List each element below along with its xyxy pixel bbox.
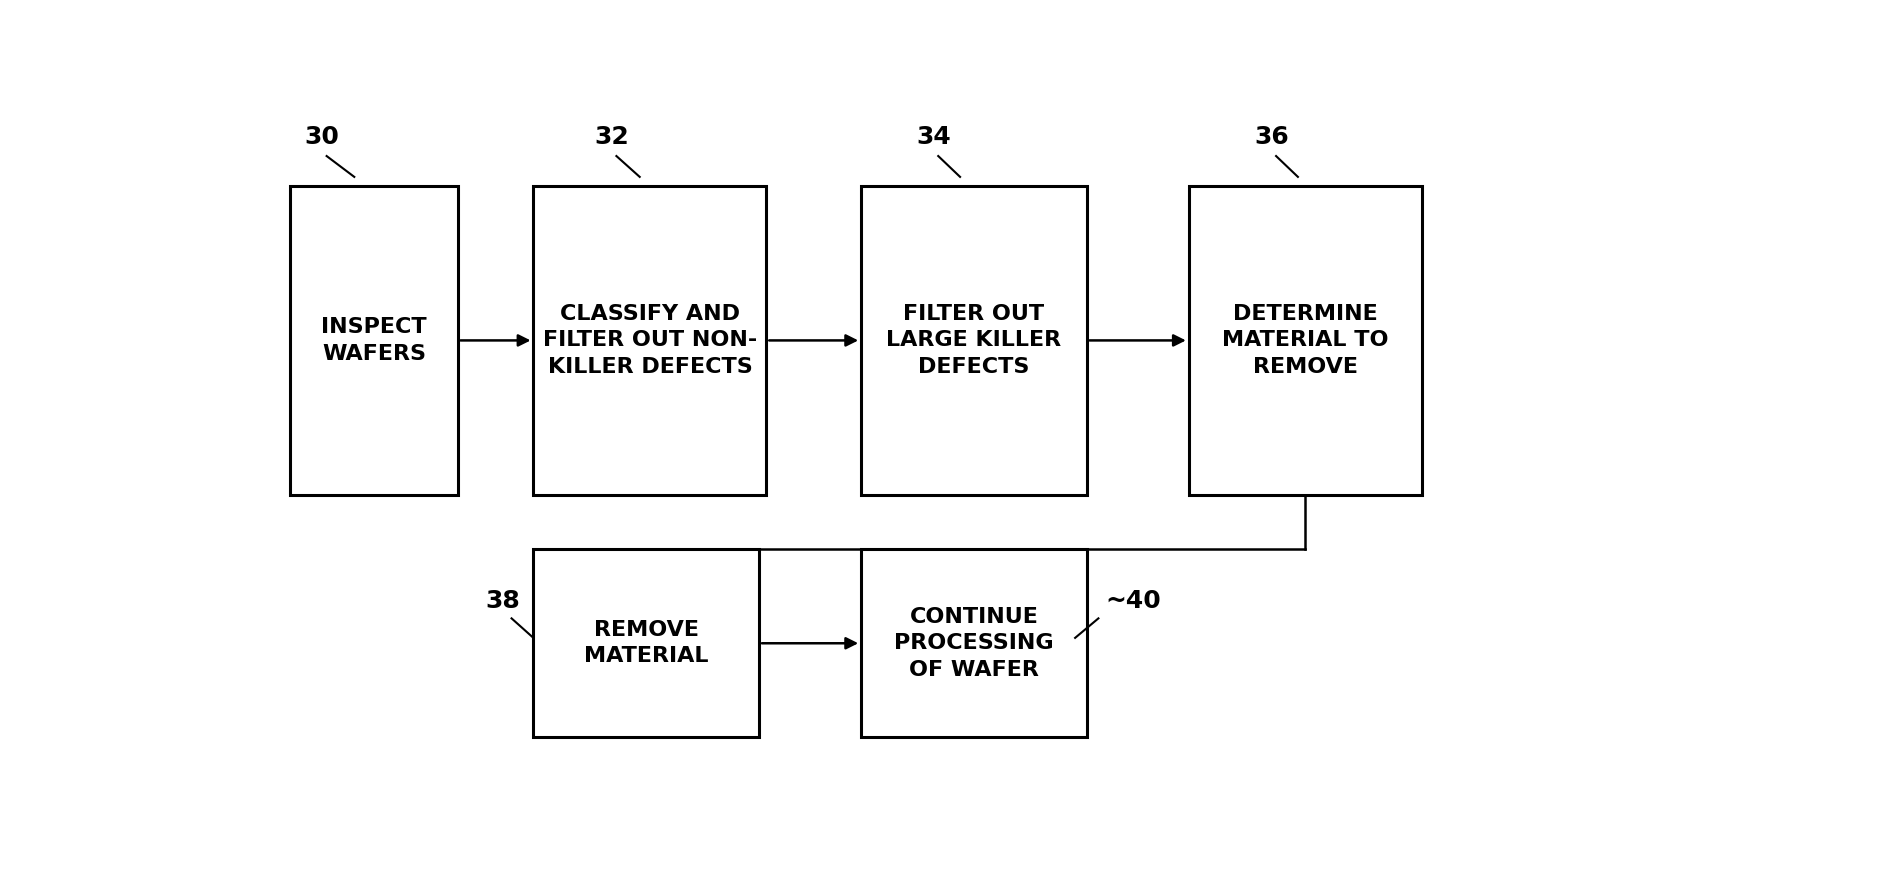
Bar — [289, 185, 458, 496]
Text: FILTER OUT
LARGE KILLER
DEFECTS: FILTER OUT LARGE KILLER DEFECTS — [887, 304, 1062, 377]
Text: 32: 32 — [594, 125, 629, 149]
Bar — [861, 549, 1086, 738]
Text: ~40: ~40 — [1105, 589, 1161, 613]
Text: 38: 38 — [485, 589, 520, 613]
Text: 30: 30 — [304, 125, 340, 149]
Bar — [1189, 185, 1422, 496]
Bar — [534, 185, 767, 496]
Bar — [534, 549, 759, 738]
Text: DETERMINE
MATERIAL TO
REMOVE: DETERMINE MATERIAL TO REMOVE — [1221, 304, 1389, 377]
Text: CONTINUE
PROCESSING
OF WAFER: CONTINUE PROCESSING OF WAFER — [894, 607, 1054, 680]
Text: INSPECT
WAFERS: INSPECT WAFERS — [321, 317, 427, 364]
Text: CLASSIFY AND
FILTER OUT NON-
KILLER DEFECTS: CLASSIFY AND FILTER OUT NON- KILLER DEFE… — [543, 304, 757, 377]
Text: 34: 34 — [917, 125, 951, 149]
Bar — [861, 185, 1086, 496]
Text: 36: 36 — [1255, 125, 1289, 149]
Text: REMOVE
MATERIAL: REMOVE MATERIAL — [584, 620, 708, 667]
